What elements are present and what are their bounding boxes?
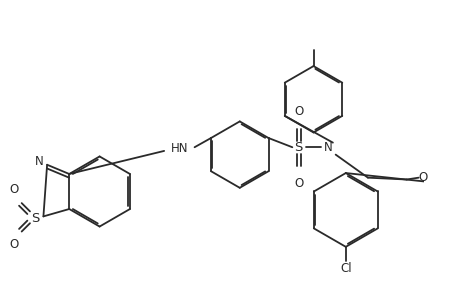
Text: O: O (418, 171, 427, 184)
Text: N: N (323, 141, 332, 154)
Text: S: S (31, 212, 39, 225)
Text: Cl: Cl (339, 262, 351, 275)
Text: S: S (294, 141, 302, 154)
Text: N: N (35, 154, 44, 168)
Text: O: O (9, 238, 18, 251)
Text: O: O (293, 105, 303, 118)
Text: HN: HN (171, 142, 188, 155)
Text: O: O (9, 183, 18, 196)
Text: O: O (457, 148, 459, 161)
Text: O: O (293, 177, 303, 190)
